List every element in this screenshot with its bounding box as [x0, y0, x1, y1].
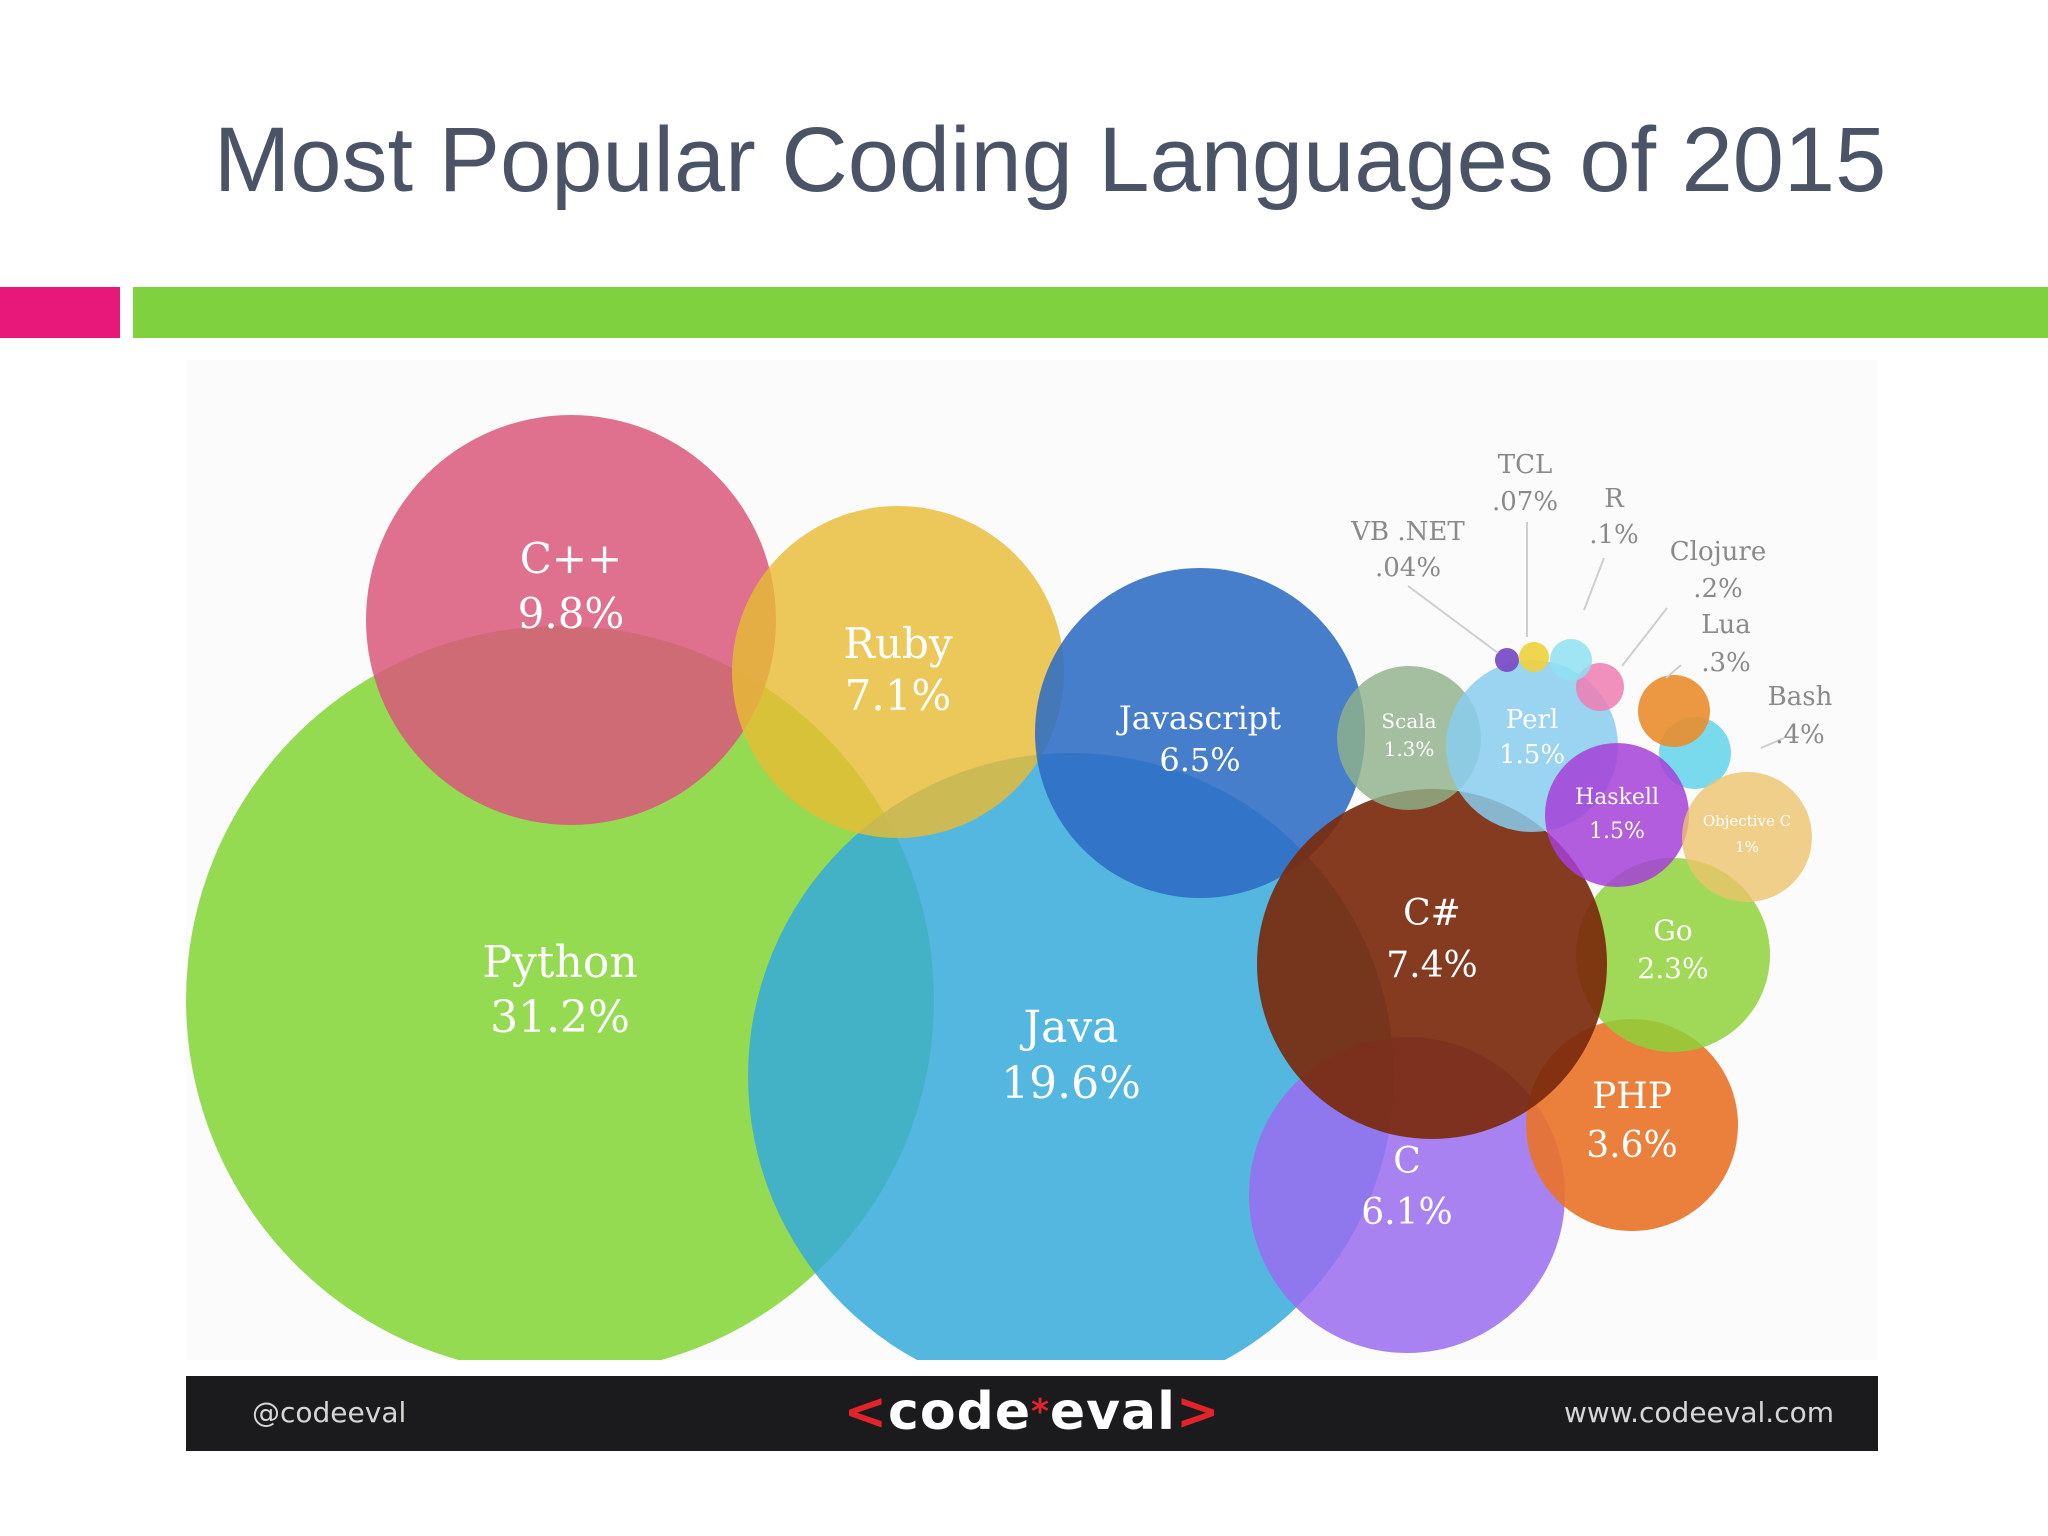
label-name-objective-c: Objective C [1703, 812, 1791, 830]
codeeval-logo: <code*eval> [186, 1382, 1878, 1442]
bubble-javascript [1035, 568, 1365, 898]
bubble-c- [1257, 789, 1607, 1139]
label-value-go: 2.3% [1637, 952, 1708, 985]
label-name-vb-net: VB .NET [1350, 517, 1465, 547]
logo-left-bracket: < [843, 1382, 889, 1442]
label-value-c-: 9.8% [518, 589, 625, 638]
footer-handle[interactable]: @codeeval [252, 1396, 407, 1429]
label-value-r: .1% [1589, 520, 1639, 550]
label-value-c-: 7.4% [1386, 945, 1477, 986]
label-name-ruby: Ruby [843, 619, 953, 668]
label-value-lua: .3% [1701, 648, 1751, 678]
bubble-vb-net [1495, 648, 1519, 672]
label-value-python: 31.2% [490, 992, 630, 1043]
logo-text-code: code [888, 1382, 1032, 1442]
label-name-python: Python [482, 937, 637, 988]
bubble-ruby [732, 506, 1064, 838]
bubble-java [748, 753, 1394, 1360]
bubble-group [186, 415, 1812, 1360]
label-name-bash: Bash [1768, 682, 1833, 712]
label-value-perl: 1.5% [1499, 740, 1565, 770]
label-name-c-: C++ [520, 534, 623, 583]
logo-text-eval: eval [1049, 1382, 1176, 1442]
logo-star-icon: * [1031, 1392, 1050, 1432]
bubble-php [1526, 1019, 1738, 1231]
logo-right-bracket: > [1175, 1382, 1221, 1442]
accent-bar-pink [0, 287, 120, 338]
label-value-scala: 1.3% [1384, 737, 1435, 761]
label-value-tcl: .07% [1492, 487, 1558, 517]
bubble-python [186, 626, 934, 1360]
bubble-lua [1638, 675, 1710, 747]
bubble-scala [1337, 666, 1481, 810]
label-value-c: 6.1% [1361, 1192, 1452, 1233]
label-name-r: R [1604, 484, 1625, 514]
slide-title: Most Popular Coding Languages of 2015 [213, 109, 1887, 211]
label-name-c: C [1393, 1141, 1421, 1182]
bubble-objective-c [1682, 772, 1812, 902]
bubble-r [1550, 639, 1592, 681]
label-value-haskell: 1.5% [1589, 819, 1645, 844]
label-name-javascript: Javascript [1116, 699, 1281, 737]
label-name-c-: C# [1403, 893, 1461, 934]
leader-lines [1407, 522, 1785, 749]
footer-bar: @codeeval <code*eval> www.codeeval.com [186, 1376, 1878, 1451]
label-name-clojure: Clojure [1670, 537, 1766, 567]
label-name-lua: Lua [1701, 610, 1751, 640]
accent-bar-green [133, 287, 2048, 338]
bubble-clojure [1576, 663, 1624, 711]
label-name-go: Go [1653, 914, 1692, 947]
label-value-java: 19.6% [1001, 1058, 1141, 1109]
leader-line-clojure [1621, 607, 1668, 667]
label-value-php: 3.6% [1586, 1125, 1677, 1166]
footer-url-link[interactable]: www.codeeval.com [1564, 1396, 1834, 1429]
bubble-go [1576, 858, 1770, 1052]
label-value-ruby: 7.1% [845, 671, 952, 720]
leader-line-lua [1665, 664, 1682, 679]
leader-line-bash [1760, 737, 1785, 749]
label-value-javascript: 6.5% [1159, 741, 1240, 779]
label-name-scala: Scala [1381, 709, 1436, 733]
label-value-vb-net: .04% [1375, 553, 1441, 583]
chart-panel: Python 31.2% Java 19.6% C++ 9.8% Ruby 7.1% Javas… [186, 360, 1878, 1360]
label-name-tcl: TCL [1498, 450, 1553, 480]
label-value-objective-c: 1% [1735, 838, 1759, 856]
label-name-haskell: Haskell [1575, 785, 1659, 810]
leader-line-r [1583, 557, 1605, 611]
leader-line-vb-net [1407, 585, 1499, 654]
label-value-clojure: .2% [1693, 574, 1743, 604]
label-name-perl: Perl [1506, 705, 1558, 735]
bubble-c- [366, 415, 776, 825]
label-name-java: Java [1020, 1002, 1119, 1053]
bubble-tcl [1519, 642, 1549, 672]
label-name-php: PHP [1592, 1076, 1672, 1117]
label-value-bash: .4% [1775, 720, 1825, 750]
bubble-haskell [1545, 743, 1689, 887]
